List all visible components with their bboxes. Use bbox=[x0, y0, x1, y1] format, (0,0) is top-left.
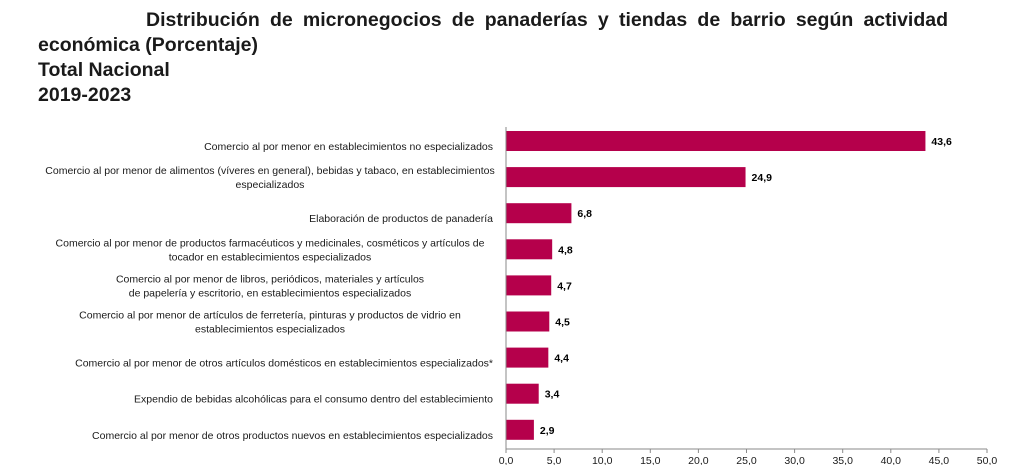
category-label: Comercio al por menor de artículos de fe… bbox=[79, 310, 461, 322]
category-label: especializados bbox=[236, 179, 305, 191]
category-label: Comercio al por menor en establecimiento… bbox=[204, 141, 493, 153]
bar bbox=[506, 347, 549, 368]
data-label: 24,9 bbox=[752, 172, 773, 184]
data-label: 4,8 bbox=[558, 244, 573, 256]
data-label: 3,4 bbox=[545, 389, 560, 401]
bar bbox=[506, 239, 553, 260]
data-label: 4,7 bbox=[557, 280, 572, 292]
bar bbox=[506, 311, 550, 332]
category-label: Expendio de bebidas alcohólicas para el … bbox=[134, 394, 493, 406]
category-label: Comercio al por menor de libros, periódi… bbox=[116, 273, 424, 285]
x-tick-label: 25,0 bbox=[736, 455, 757, 465]
data-label: 2,9 bbox=[540, 425, 555, 437]
category-label: Comercio al por menor de productos farma… bbox=[56, 237, 485, 249]
data-label: 43,6 bbox=[931, 136, 952, 148]
title-line-3: Total Nacional bbox=[38, 59, 170, 81]
x-tick-label: 35,0 bbox=[832, 455, 853, 465]
bar bbox=[506, 419, 534, 440]
title-line-2: económica (Porcentaje) bbox=[38, 34, 258, 56]
category-label: Comercio al por menor de otros productos… bbox=[92, 430, 493, 442]
x-tick-label: 5,0 bbox=[547, 455, 562, 465]
category-label: establecimientos especializados bbox=[195, 324, 345, 336]
category-label: tocador en establecimientos especializad… bbox=[169, 251, 372, 263]
x-tick-label: 45,0 bbox=[929, 455, 950, 465]
bar bbox=[506, 275, 552, 296]
data-label: 6,8 bbox=[577, 208, 592, 220]
x-tick-label: 30,0 bbox=[784, 455, 805, 465]
x-tick-label: 20,0 bbox=[688, 455, 709, 465]
category-label: Comercio al por menor de alimentos (víve… bbox=[45, 165, 494, 177]
x-tick-label: 40,0 bbox=[881, 455, 902, 465]
category-label: Elaboración de productos de panadería bbox=[309, 213, 493, 225]
data-label: 4,5 bbox=[555, 317, 570, 329]
bar bbox=[506, 131, 926, 151]
data-label: 4,4 bbox=[554, 353, 569, 365]
title-line-1: Distribución de micronegocios de panader… bbox=[146, 9, 948, 31]
x-tick-label: 10,0 bbox=[592, 455, 613, 465]
category-label: de papelería y escritorio, en establecim… bbox=[129, 287, 412, 299]
bar bbox=[506, 203, 572, 224]
title-line-4: 2019-2023 bbox=[38, 84, 132, 106]
category-label: Comercio al por menor de otros artículos… bbox=[75, 358, 493, 370]
bar bbox=[506, 383, 539, 404]
chart-title: Distribución de micronegocios de panader… bbox=[38, 8, 948, 108]
x-tick-label: 50,0 bbox=[977, 455, 998, 465]
bar bbox=[506, 167, 746, 188]
x-tick-label: 15,0 bbox=[640, 455, 661, 465]
x-tick-label: 0,0 bbox=[499, 455, 514, 465]
